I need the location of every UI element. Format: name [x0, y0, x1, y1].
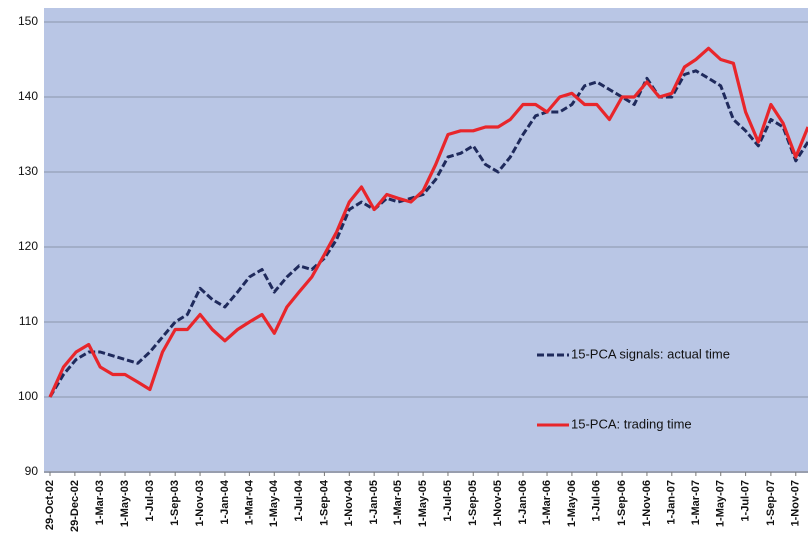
x-tick-label: 1-Sep-07: [765, 480, 777, 526]
x-tick-label: 1-Sep-05: [467, 480, 479, 526]
x-tick-label: 1-Jul-06: [591, 480, 603, 522]
y-tick-label: 100: [18, 389, 38, 403]
x-tick-label: 1-Mar-05: [392, 480, 404, 525]
x-tick-label: 1-Jul-03: [144, 480, 156, 522]
x-tick-label: 1-Jul-07: [740, 480, 752, 522]
series-line: [48, 46, 808, 398]
y-tick-label: 120: [18, 239, 38, 253]
y-tick-label: 140: [18, 89, 38, 103]
x-tick-label: 1-Nov-03: [194, 480, 206, 526]
x-tick-label: 1-Nov-04: [343, 479, 355, 526]
x-tick-label: 1-Mar-04: [243, 479, 255, 525]
x-tick-label: 1-Nov-06: [641, 480, 653, 526]
x-tick-label: 29-Oct-02: [44, 480, 56, 530]
series-line: [48, 69, 808, 398]
legend-label: 15-PCA signals: actual time: [571, 346, 730, 361]
x-tick-label: 1-Nov-07: [790, 480, 802, 526]
x-tick-label: 1-Jul-05: [442, 480, 454, 522]
x-tick-label: 1-Jan-05: [368, 480, 380, 525]
x-tick-label: 1-Mar-03: [94, 480, 106, 525]
legend-label: 15-PCA: trading time: [571, 416, 692, 431]
x-tick-label: 1-May-04: [268, 479, 280, 527]
x-tick-label: 29-Dec-02: [69, 480, 81, 532]
x-tick-label: 1-Mar-06: [541, 480, 553, 525]
x-tick-label: 1-May-05: [417, 480, 429, 527]
x-tick-label: 1-Mar-07: [690, 480, 702, 525]
y-tick-label: 130: [18, 164, 38, 178]
y-tick-label: 90: [25, 464, 39, 478]
plot-area: [44, 8, 808, 473]
x-tick-label: 1-Jan-07: [666, 480, 678, 525]
x-tick-label: 1-May-03: [119, 480, 131, 527]
x-tick-label: 1-Jul-04: [293, 479, 305, 521]
x-tick-label: 1-May-07: [715, 480, 727, 527]
y-tick-label: 110: [19, 314, 38, 328]
y-tick-label: 150: [18, 14, 38, 28]
x-tick-label: 1-Sep-03: [169, 480, 181, 526]
x-tick-label: 1-Sep-04: [318, 479, 330, 526]
x-tick-label: 1-Sep-06: [616, 480, 628, 526]
x-tick-label: 1-Jan-06: [517, 480, 529, 525]
x-tick-label: 1-Jan-04: [219, 479, 231, 525]
x-tick-label: 1-May-06: [566, 480, 578, 527]
x-tick-label: 1-Nov-05: [492, 480, 504, 526]
